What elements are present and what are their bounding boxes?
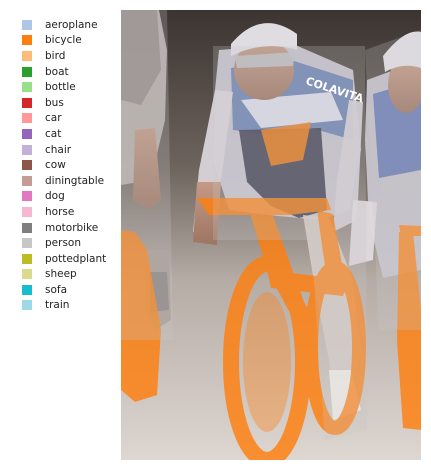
legend-swatch: [22, 175, 32, 186]
legend-label: sheep: [45, 268, 77, 281]
bicycle-mask: [121, 122, 421, 460]
legend-label: boat: [45, 65, 69, 78]
legend-item-bicycle: bicycle: [22, 33, 106, 49]
legend-item-boat: boat: [22, 64, 106, 80]
legend-swatch: [22, 144, 32, 155]
legend-swatch: [22, 284, 32, 295]
legend-swatch: [22, 191, 32, 202]
legend-label: train: [45, 299, 70, 312]
legend-label: motorbike: [45, 221, 99, 234]
legend-item-bird: bird: [22, 48, 106, 64]
legend-swatch: [22, 269, 32, 280]
legend-swatch: [22, 66, 32, 77]
rider-left: [121, 10, 171, 330]
legend-label: car: [45, 112, 62, 125]
legend-item-car: car: [22, 111, 106, 127]
legend-label: pottedplant: [45, 252, 107, 265]
segmentation-photo: COLAVITA: [121, 10, 421, 460]
legend-swatch: [22, 253, 32, 264]
legend-item-train: train: [22, 298, 106, 314]
legend-label: cow: [45, 159, 66, 172]
legend-swatch: [22, 222, 32, 233]
legend-item-person: person: [22, 235, 106, 251]
legend-swatch: [22, 238, 32, 249]
legend-label: bus: [45, 96, 64, 109]
legend-item-horse: horse: [22, 204, 106, 220]
legend-label: person: [45, 237, 81, 250]
legend-swatch: [22, 206, 32, 217]
legend-swatch: [22, 35, 32, 46]
legend-item-cow: cow: [22, 157, 106, 173]
legend-label: bottle: [45, 81, 76, 94]
legend-swatch: [22, 50, 32, 61]
legend-item-bus: bus: [22, 95, 106, 111]
legend-label: diningtable: [45, 174, 105, 187]
legend-item-pottedplant: pottedplant: [22, 251, 106, 267]
legend-swatch: [22, 160, 32, 171]
legend-label: sofa: [45, 283, 68, 296]
legend-label: chair: [45, 143, 72, 156]
legend: aeroplane bicycle bird boat bottle bus car cat c…: [22, 17, 106, 313]
legend-label: bicycle: [45, 34, 82, 47]
legend-swatch: [22, 300, 32, 311]
rider-center: [193, 23, 363, 420]
legend-item-motorbike: motorbike: [22, 220, 106, 236]
rider-right: [349, 31, 421, 278]
legend-label: dog: [45, 190, 65, 203]
legend-swatch: [22, 113, 32, 124]
legend-item-sheep: sheep: [22, 267, 106, 283]
legend-item-chair: chair: [22, 142, 106, 158]
legend-item-aeroplane: aeroplane: [22, 17, 106, 33]
legend-swatch: [22, 19, 32, 30]
legend-swatch: [22, 97, 32, 108]
person-mask: [121, 10, 421, 440]
legend-label: cat: [45, 127, 62, 140]
legend-item-sofa: sofa: [22, 282, 106, 298]
legend-label: bird: [45, 49, 66, 62]
legend-label: aeroplane: [45, 18, 98, 31]
legend-swatch: [22, 128, 32, 139]
legend-item-dog: dog: [22, 189, 106, 205]
legend-swatch: [22, 82, 32, 93]
legend-label: horse: [45, 205, 75, 218]
legend-item-bottle: bottle: [22, 79, 106, 95]
legend-item-cat: cat: [22, 126, 106, 142]
legend-item-diningtable: diningtable: [22, 173, 106, 189]
